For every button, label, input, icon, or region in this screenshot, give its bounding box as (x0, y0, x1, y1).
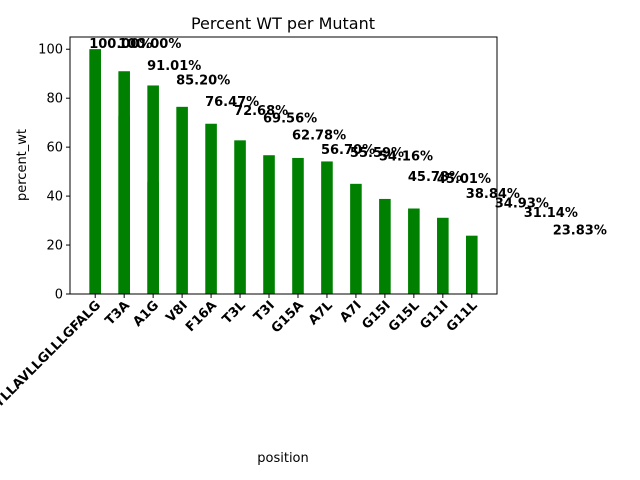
bar (437, 217, 449, 294)
value-label: 45.01% (437, 172, 491, 187)
value-label: 56.70% (321, 143, 375, 158)
value-label: 54.16% (379, 149, 433, 164)
x-axis-label: position (257, 451, 309, 466)
x-tick-label: T3L (220, 298, 249, 327)
value-label: 34.93% (495, 197, 549, 212)
chart-title: Percent WT per Mutant (191, 14, 375, 33)
bar (147, 181, 159, 294)
value-label: 55.59% (350, 146, 404, 161)
bar (205, 123, 217, 294)
bar (379, 198, 391, 294)
x-tick-label: G11L (444, 298, 481, 335)
x-tick-label: A7L (306, 298, 336, 328)
x-tick-label: G15A (269, 298, 307, 336)
x-tick-label: T3A (103, 298, 133, 328)
x-tick-label: F16A (183, 298, 220, 335)
y-tick-label: 20 (46, 239, 63, 254)
bar (89, 49, 101, 294)
value-label: 72.68% (234, 104, 288, 119)
bar (466, 235, 478, 294)
value-label: 31.14% (524, 206, 578, 221)
bar (176, 106, 188, 295)
value-label: 45.78% (408, 170, 462, 185)
y-tick-label: 0 (55, 288, 63, 303)
y-tick-label: 60 (46, 141, 63, 156)
value-label: 76.47% (205, 95, 259, 110)
value-label: 85.20% (176, 73, 230, 88)
x-tick-label: G15L (386, 298, 423, 335)
bar (321, 161, 333, 294)
plot-frame (69, 36, 498, 295)
value-label: 91.01% (147, 59, 201, 74)
value-label: 100.00% (89, 37, 152, 52)
bar (292, 157, 304, 294)
bar (234, 140, 246, 294)
y-tick-label: 100 (38, 43, 63, 58)
value-label: 69.56% (263, 112, 317, 127)
value-label: 38.84% (466, 187, 520, 202)
x-tick-label: LLLTYLLAVLLGLLLGFALG (0, 298, 104, 433)
bar (263, 155, 275, 294)
y-tick-label: 40 (46, 190, 63, 205)
value-label: 62.78% (292, 128, 346, 143)
x-tick-label: A1G (130, 298, 162, 330)
bar (350, 183, 362, 294)
bar (118, 116, 130, 294)
value-label: 100.00% (118, 37, 181, 52)
y-tick-label: 80 (46, 92, 63, 107)
bar (408, 208, 420, 294)
value-label: 23.83% (553, 224, 607, 239)
y-axis-label: percent_wt (15, 129, 30, 201)
